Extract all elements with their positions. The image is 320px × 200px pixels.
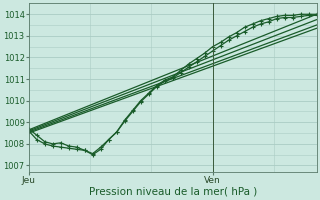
X-axis label: Pression niveau de la mer( hPa ): Pression niveau de la mer( hPa ) — [89, 187, 257, 197]
